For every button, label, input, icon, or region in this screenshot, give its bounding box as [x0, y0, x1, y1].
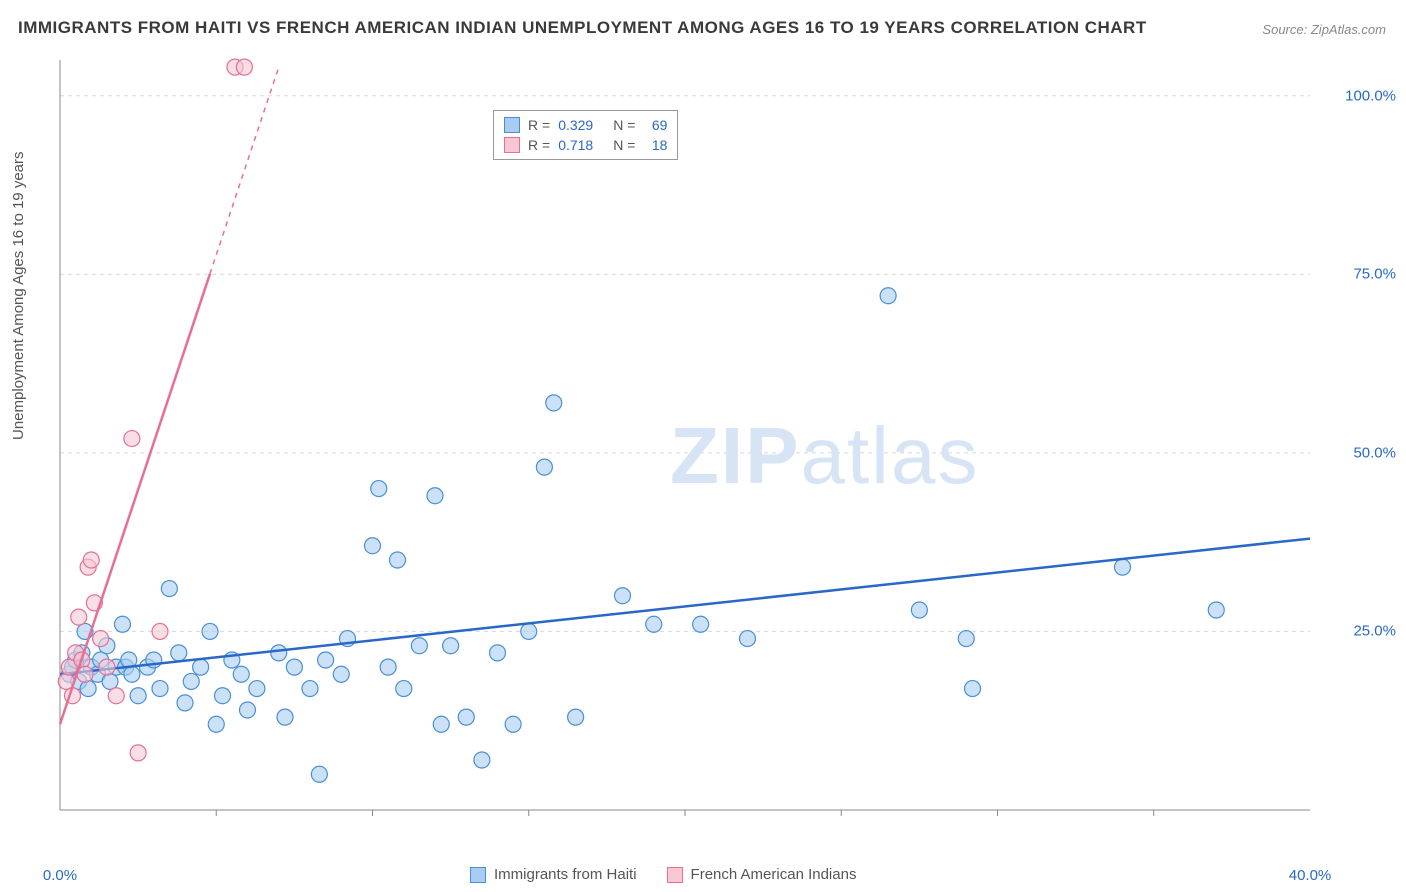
legend-stats: R = 0.329 N = 69 R = 0.718 N = 18	[493, 110, 678, 160]
n-value: 18	[643, 137, 667, 153]
legend-series: Immigrants from Haiti French American Ind…	[470, 866, 856, 883]
x-tick-label: 40.0%	[1289, 867, 1332, 884]
legend-item: French American Indians	[667, 866, 857, 883]
source-value: ZipAtlas.com	[1311, 22, 1386, 37]
correlation-scatter-chart	[50, 50, 1370, 840]
y-axis-label: Unemployment Among Ages 16 to 19 years	[10, 151, 27, 440]
y-tick-label: 100.0%	[1345, 87, 1396, 104]
legend-label: French American Indians	[691, 866, 857, 883]
legend-swatch	[470, 867, 486, 883]
legend-swatch	[667, 867, 683, 883]
chart-title: IMMIGRANTS FROM HAITI VS FRENCH AMERICAN…	[18, 18, 1147, 38]
n-label: N =	[613, 137, 635, 153]
legend-stat-row: R = 0.329 N = 69	[504, 115, 667, 135]
n-label: N =	[613, 117, 635, 133]
r-value: 0.329	[558, 117, 593, 133]
r-label: R =	[528, 117, 550, 133]
legend-swatch	[504, 117, 520, 133]
y-tick-label: 75.0%	[1353, 266, 1396, 283]
r-value: 0.718	[558, 137, 593, 153]
legend-label: Immigrants from Haiti	[494, 866, 637, 883]
x-tick-label: 0.0%	[43, 867, 77, 884]
y-tick-label: 50.0%	[1353, 444, 1396, 461]
legend-item: Immigrants from Haiti	[470, 866, 637, 883]
source-attribution: Source: ZipAtlas.com	[1262, 22, 1386, 37]
legend-stat-row: R = 0.718 N = 18	[504, 135, 667, 155]
n-value: 69	[643, 117, 667, 133]
source-label: Source:	[1262, 22, 1307, 37]
r-label: R =	[528, 137, 550, 153]
y-tick-label: 25.0%	[1353, 623, 1396, 640]
legend-swatch	[504, 137, 520, 153]
